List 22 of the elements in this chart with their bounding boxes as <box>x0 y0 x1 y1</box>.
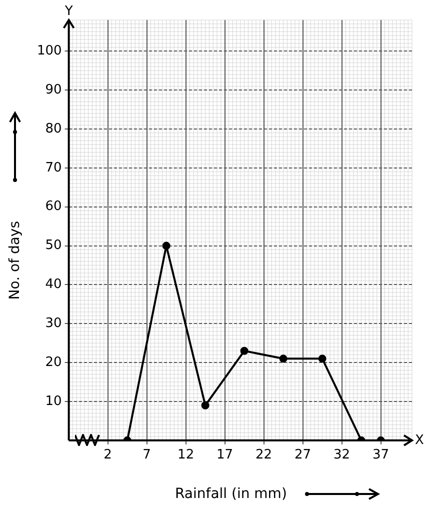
x-tick-label: 12 <box>178 448 194 463</box>
y-tick-label: 40 <box>45 277 62 292</box>
x-tick-label: 37 <box>372 448 390 463</box>
x-tick-label: 7 <box>142 448 151 463</box>
y-tick-label: 60 <box>45 199 62 214</box>
x-tick-label: 22 <box>256 448 272 463</box>
x-tick-label: 32 <box>334 448 350 463</box>
y-tick-label: 20 <box>45 354 62 370</box>
text: X <box>415 432 424 448</box>
y-tick-label: 10 <box>45 394 62 409</box>
x-tick-label: 2 <box>104 448 112 463</box>
x-tick-label: 17 <box>216 448 234 463</box>
x-axis-title: Rainfall (in mm) <box>175 486 287 502</box>
x-tick-label: 27 <box>294 448 312 463</box>
y-tick-label: 90 <box>45 82 62 98</box>
y-tick-label: 70 <box>45 160 62 176</box>
y-tick-label: 80 <box>45 121 62 136</box>
y-axis-title: No. of days <box>7 221 23 300</box>
y-tick-label: 50 <box>45 238 62 254</box>
y-tick-label: 30 <box>45 316 62 331</box>
y-tick-label: 100 <box>36 44 62 59</box>
text: Y <box>64 4 73 19</box>
